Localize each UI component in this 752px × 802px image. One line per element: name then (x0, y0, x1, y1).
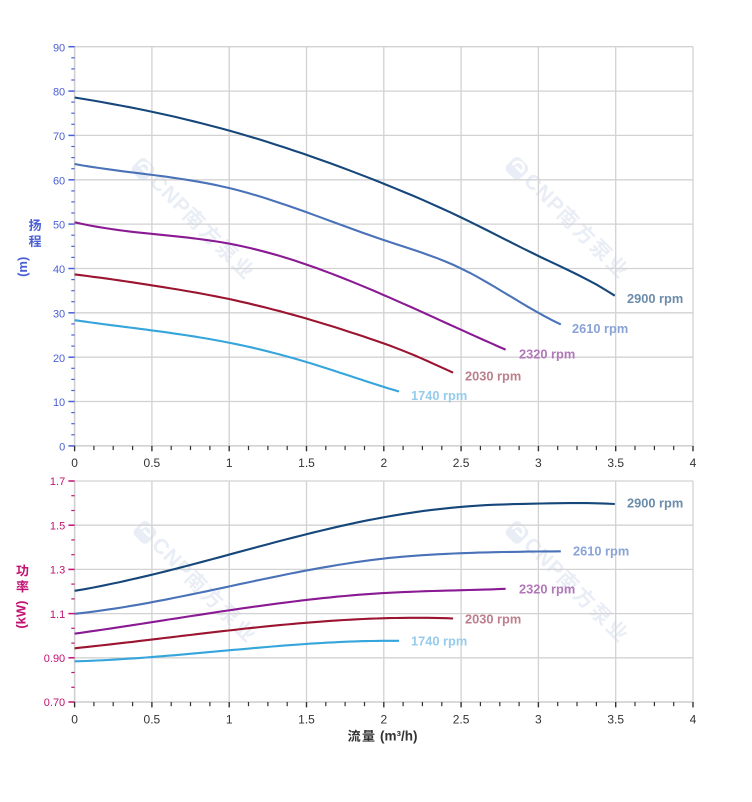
svg-text:1: 1 (226, 712, 233, 726)
svg-text:4: 4 (690, 712, 697, 726)
svg-text:0: 0 (71, 456, 78, 470)
svg-text:1.5: 1.5 (298, 712, 315, 726)
svg-text:1.3: 1.3 (50, 565, 65, 577)
svg-text:(m): (m) (15, 257, 30, 277)
svg-text:70: 70 (53, 131, 65, 143)
svg-text:30: 30 (53, 308, 65, 320)
svg-text:1740 rpm: 1740 rpm (411, 388, 467, 403)
svg-text:3: 3 (535, 712, 542, 726)
svg-text:1: 1 (226, 456, 233, 470)
svg-text:3.5: 3.5 (607, 456, 624, 470)
svg-text:2.5: 2.5 (453, 456, 470, 470)
svg-text:2320 rpm: 2320 rpm (519, 582, 575, 597)
svg-text:2: 2 (380, 456, 387, 470)
svg-text:10: 10 (53, 397, 65, 409)
svg-text:2030 rpm: 2030 rpm (465, 369, 521, 384)
svg-text:90: 90 (53, 42, 65, 54)
svg-text:1.5: 1.5 (50, 520, 65, 532)
svg-text:0.70: 0.70 (44, 697, 65, 709)
svg-text:80: 80 (53, 87, 65, 99)
svg-text:1740 rpm: 1740 rpm (411, 634, 467, 649)
svg-text:3.5: 3.5 (607, 712, 624, 726)
svg-text:2: 2 (380, 712, 387, 726)
svg-text:1.5: 1.5 (298, 456, 315, 470)
svg-text:4: 4 (690, 456, 697, 470)
svg-text:2610 rpm: 2610 rpm (573, 544, 629, 559)
svg-text:0.5: 0.5 (144, 712, 161, 726)
svg-text:1.7: 1.7 (50, 476, 65, 488)
svg-text:60: 60 (53, 175, 65, 187)
svg-text:2030 rpm: 2030 rpm (465, 612, 521, 627)
svg-text:40: 40 (53, 264, 65, 276)
svg-text:2.5: 2.5 (453, 712, 470, 726)
svg-text:2610 rpm: 2610 rpm (572, 321, 628, 336)
svg-text:0.5: 0.5 (144, 456, 161, 470)
svg-text:0: 0 (71, 712, 78, 726)
svg-text:2900 rpm: 2900 rpm (627, 496, 683, 511)
svg-text:0: 0 (59, 442, 65, 454)
svg-text:(kW): (kW) (13, 601, 28, 629)
svg-text:20: 20 (53, 353, 65, 365)
svg-text:3: 3 (535, 456, 542, 470)
svg-text:2320 rpm: 2320 rpm (519, 347, 575, 362)
svg-text:(m³/h): (m³/h) (380, 729, 418, 744)
svg-text:1.1: 1.1 (50, 609, 65, 621)
svg-text:50: 50 (53, 220, 65, 232)
svg-text:0.90: 0.90 (44, 653, 65, 665)
svg-text:2900 rpm: 2900 rpm (627, 291, 683, 306)
